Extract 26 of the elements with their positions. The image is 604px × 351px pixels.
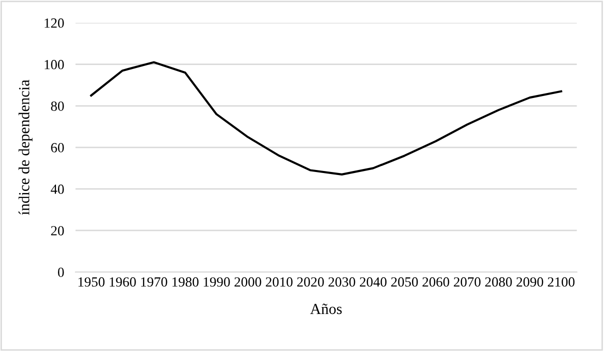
y-tick-label: 80 bbox=[51, 101, 64, 111]
x-tick-label: 1990 bbox=[204, 277, 230, 287]
x-tick-label: 1970 bbox=[141, 277, 168, 287]
x-tick-label: 2010 bbox=[266, 277, 293, 287]
line-series bbox=[90, 61, 562, 176]
x-tick-label: 1950 bbox=[78, 277, 105, 287]
x-tick-label: 2000 bbox=[234, 277, 262, 287]
x-axis-title: Años bbox=[310, 304, 342, 314]
x-tick-label: 2040 bbox=[360, 277, 387, 287]
x-tick-label: 1980 bbox=[172, 277, 199, 287]
y-tick-label: 60 bbox=[51, 143, 64, 152]
x-tick-label: 2080 bbox=[485, 277, 512, 287]
x-tick-label: 2060 bbox=[422, 277, 450, 287]
x-tick-label: 2050 bbox=[391, 277, 418, 287]
y-axis-title: índice de dependencia bbox=[18, 80, 32, 215]
y-tick-label: 0 bbox=[58, 268, 64, 277]
y-tick-label: 100 bbox=[44, 60, 64, 70]
x-tick-label: 2020 bbox=[297, 277, 324, 287]
x-tick-label: 2070 bbox=[454, 277, 481, 287]
x-tick-label: 1960 bbox=[110, 277, 136, 287]
x-tick-label: 2030 bbox=[328, 277, 356, 287]
y-tick-label: 40 bbox=[50, 184, 64, 194]
y-tick-label: 120 bbox=[44, 18, 64, 28]
x-tick-label: 2100 bbox=[548, 277, 575, 287]
x-tick-label: 2090 bbox=[516, 277, 544, 287]
y-tick-label: 20 bbox=[51, 226, 64, 236]
